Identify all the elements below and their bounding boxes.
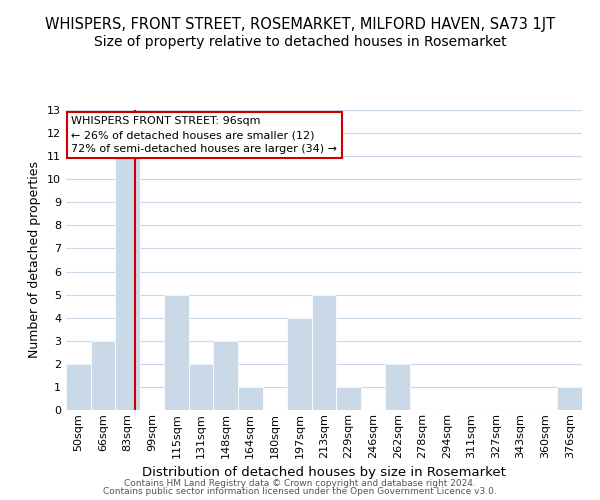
Bar	[312, 294, 336, 410]
X-axis label: Distribution of detached houses by size in Rosemarket: Distribution of detached houses by size …	[142, 466, 506, 479]
Bar	[336, 387, 361, 410]
Bar	[189, 364, 214, 410]
Bar	[287, 318, 312, 410]
Text: WHISPERS FRONT STREET: 96sqm
← 26% of detached houses are smaller (12)
72% of se: WHISPERS FRONT STREET: 96sqm ← 26% of de…	[71, 116, 337, 154]
Bar	[91, 341, 115, 410]
Bar	[115, 156, 140, 410]
Bar	[385, 364, 410, 410]
Bar	[557, 387, 582, 410]
Text: Size of property relative to detached houses in Rosemarket: Size of property relative to detached ho…	[94, 35, 506, 49]
Bar	[238, 387, 263, 410]
Text: WHISPERS, FRONT STREET, ROSEMARKET, MILFORD HAVEN, SA73 1JT: WHISPERS, FRONT STREET, ROSEMARKET, MILF…	[45, 18, 555, 32]
Bar	[164, 294, 189, 410]
Bar	[214, 341, 238, 410]
Bar	[66, 364, 91, 410]
Text: Contains HM Land Registry data © Crown copyright and database right 2024.: Contains HM Land Registry data © Crown c…	[124, 478, 476, 488]
Text: Contains public sector information licensed under the Open Government Licence v3: Contains public sector information licen…	[103, 487, 497, 496]
Y-axis label: Number of detached properties: Number of detached properties	[28, 162, 41, 358]
